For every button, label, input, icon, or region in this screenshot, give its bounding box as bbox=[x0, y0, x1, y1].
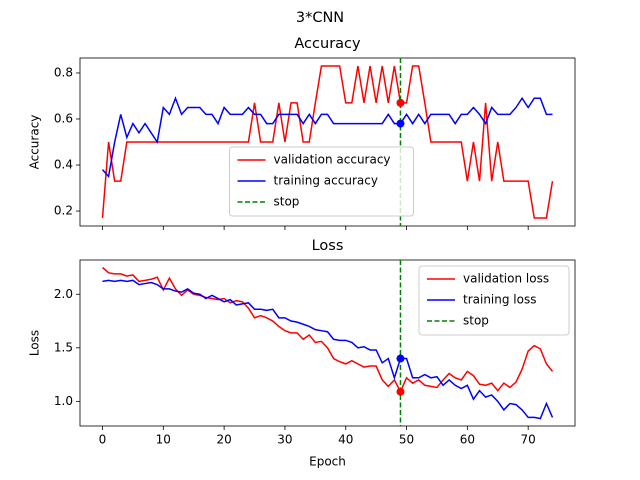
axes-title: Accuracy bbox=[294, 36, 361, 52]
x-tick-label: 30 bbox=[277, 433, 292, 447]
axes-frame bbox=[79, 259, 576, 427]
stop-marker bbox=[396, 387, 405, 396]
y-axis-label: Accuracy bbox=[28, 115, 42, 170]
series-line bbox=[101, 65, 554, 219]
legend-box bbox=[418, 265, 570, 336]
x-tick-label: 70 bbox=[521, 433, 536, 447]
y-tick-label: 0.4 bbox=[54, 158, 73, 172]
series-line bbox=[101, 96, 553, 179]
y-tick-label: 1.5 bbox=[54, 340, 73, 354]
y-tick-label: 1.0 bbox=[54, 394, 73, 408]
x-tick-label: 20 bbox=[216, 433, 231, 447]
figure-title: 3*CNN bbox=[296, 10, 344, 26]
series-line bbox=[102, 279, 554, 420]
axes-frame bbox=[79, 57, 576, 227]
legend-label: validation accuracy bbox=[274, 153, 391, 167]
legend-label: validation loss bbox=[463, 272, 549, 286]
x-tick-label: 60 bbox=[460, 433, 475, 447]
stop-marker bbox=[396, 119, 405, 128]
stop-marker bbox=[396, 354, 405, 363]
y-tick-label: 0.8 bbox=[54, 65, 73, 79]
legend-label: stop bbox=[274, 195, 300, 209]
x-tick-label: 50 bbox=[399, 433, 414, 447]
x-tick-label: 10 bbox=[156, 433, 171, 447]
y-tick-label: 0.2 bbox=[54, 204, 73, 218]
x-tick-label: 0 bbox=[99, 433, 107, 447]
y-axis-label: Loss bbox=[28, 330, 42, 356]
x-axis-label: Epoch bbox=[309, 455, 346, 469]
legend-label: stop bbox=[463, 314, 489, 328]
axes-title: Loss bbox=[312, 238, 344, 254]
y-tick-label: 2.0 bbox=[54, 287, 73, 301]
legend-box bbox=[229, 146, 414, 217]
x-tick-label: 40 bbox=[338, 433, 353, 447]
y-tick-label: 0.6 bbox=[54, 111, 73, 125]
legend-label: training accuracy bbox=[274, 174, 378, 188]
legend-label: training loss bbox=[463, 293, 536, 307]
stop-marker bbox=[396, 98, 405, 107]
